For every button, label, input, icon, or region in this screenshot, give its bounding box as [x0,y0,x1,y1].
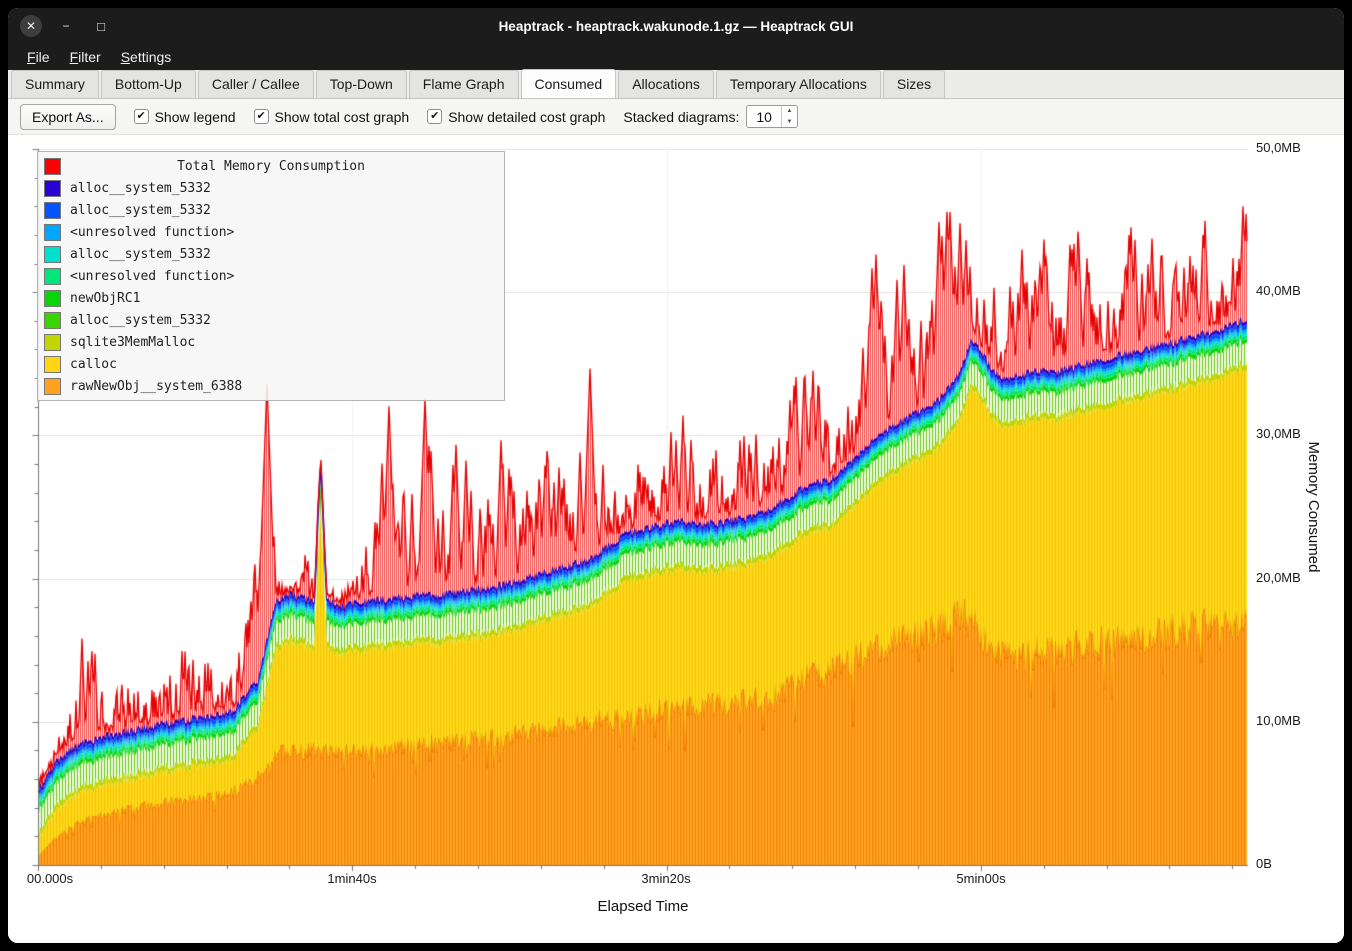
x-tick-label: 00.000s [26,871,74,886]
legend-item: alloc__system_5332 [44,177,498,199]
heaptrack-window: ✕ − □ Heaptrack - heaptrack.wakunode.1.g… [8,8,1344,943]
y-tick-label: 50,0MB [1256,140,1301,155]
show-legend-label: Show legend [154,108,236,125]
y-tick-label: 0B [1256,856,1272,871]
legend-label: alloc__system_5332 [70,246,211,262]
export-as-button[interactable]: Export As... [20,103,116,130]
legend-title-row: Total Memory Consumption [44,155,498,177]
y-axis-title: Memory Consumed [1305,441,1322,573]
legend-swatch [44,179,61,197]
menu-settings[interactable]: Settings [120,49,172,65]
legend-label: rawNewObj__system_6388 [70,378,243,394]
legend-item: rawNewObj__system_6388 [44,375,498,397]
legend-label: Total Memory Consumption [177,158,365,174]
menu-file[interactable]: File [27,49,50,65]
menu-filter[interactable]: Filter [69,49,101,65]
legend-swatch [44,311,61,329]
legend-label: alloc__system_5332 [70,202,211,218]
legend-label: newObjRC1 [70,290,141,306]
spinner-buttons: ▲ ▼ [780,106,797,127]
y-tick-label: 20,0MB [1256,570,1301,585]
legend-swatch [44,157,61,175]
maximize-icon: □ [97,18,105,34]
tab-flame-graph[interactable]: Flame Graph [408,70,519,98]
minimize-icon: − [62,19,70,33]
x-tick-label: 1min40s [327,871,377,886]
tab-top-down[interactable]: Top-Down [315,70,407,98]
legend-item: <unresolved function> [44,221,498,243]
y-tick-label: 10,0MB [1256,713,1301,728]
tab-summary[interactable]: Summary [11,70,99,98]
x-axis-title: Elapsed Time [597,898,689,915]
legend-item: calloc [44,353,498,375]
minimize-button[interactable]: − [55,15,77,37]
legend-item: alloc__system_5332 [44,199,498,221]
legend-label: sqlite3MemMalloc [70,334,196,350]
tab-sizes[interactable]: Sizes [882,70,946,98]
show-total-cost-graph-label: Show total cost graph [274,108,410,125]
legend-swatch [44,333,61,351]
legend-swatch [44,267,61,285]
x-tick-label: 5min00s [956,871,1006,886]
stacked-diagrams-label: Stacked diagrams: [623,108,740,125]
tab-consumed[interactable]: Consumed [520,69,617,98]
show-total-cost-graph-checkbox[interactable]: ✔ Show total cost graph [253,108,410,125]
checkbox-checked-icon: ✔ [253,109,269,124]
legend-swatch [44,245,61,263]
legend-item: alloc__system_5332 [44,243,498,265]
tab-bottom-up[interactable]: Bottom-Up [100,70,196,98]
legend-label: alloc__system_5332 [70,180,211,196]
y-tick-label: 30,0MB [1256,426,1301,441]
legend-item: sqlite3MemMalloc [44,331,498,353]
tab-caller-callee[interactable]: Caller / Callee [197,70,314,98]
consumed-chart-pane: Total Memory Consumption alloc__system_53… [8,135,1344,943]
chart-legend: Total Memory Consumption alloc__system_53… [37,151,505,401]
tab-temporary-allocations[interactable]: Temporary Allocations [715,70,881,98]
legend-label: calloc [70,356,117,372]
legend-swatch [44,223,61,241]
toolbar: Export As... ✔ Show legend ✔ Show total … [8,99,1344,135]
spinner-down-button[interactable]: ▼ [786,118,793,125]
tab-bar: Summary Bottom-Up Caller / Callee Top-Do… [8,69,1344,99]
x-tick-label: 3min20s [641,871,691,886]
stacked-diagrams-group: Stacked diagrams: 10 ▲ ▼ [623,105,798,128]
spinner-value: 10 [756,108,772,125]
menubar: File Filter Settings [8,44,1344,70]
close-button[interactable]: ✕ [20,15,42,37]
window-controls: ✕ − □ [8,15,112,37]
legend-swatch [44,355,61,373]
show-detailed-cost-graph-label: Show detailed cost graph [448,108,606,125]
legend-item: alloc__system_5332 [44,309,498,331]
titlebar[interactable]: ✕ − □ Heaptrack - heaptrack.wakunode.1.g… [8,8,1344,44]
spinner-up-button[interactable]: ▲ [786,108,793,115]
legend-swatch [44,201,61,219]
legend-swatch [44,289,61,307]
window-title: Heaptrack - heaptrack.wakunode.1.gz — He… [498,18,854,34]
show-detailed-cost-graph-checkbox[interactable]: ✔ Show detailed cost graph [427,109,605,125]
maximize-button[interactable]: □ [90,15,112,37]
legend-label: alloc__system_5332 [70,312,211,328]
legend-item: <unresolved function> [44,265,498,287]
legend-swatch [44,377,61,395]
show-legend-checkbox[interactable]: ✔ Show legend [133,108,236,125]
legend-label: <unresolved function> [70,224,235,240]
checkbox-checked-icon: ✔ [427,109,443,124]
legend-label: <unresolved function> [70,268,235,284]
tab-allocations[interactable]: Allocations [618,70,714,98]
y-tick-label: 40,0MB [1256,283,1301,298]
close-icon: ✕ [25,19,37,33]
legend-item: newObjRC1 [44,287,498,309]
stacked-diagrams-spinner[interactable]: 10 ▲ ▼ [746,105,798,128]
checkbox-checked-icon: ✔ [133,109,149,124]
